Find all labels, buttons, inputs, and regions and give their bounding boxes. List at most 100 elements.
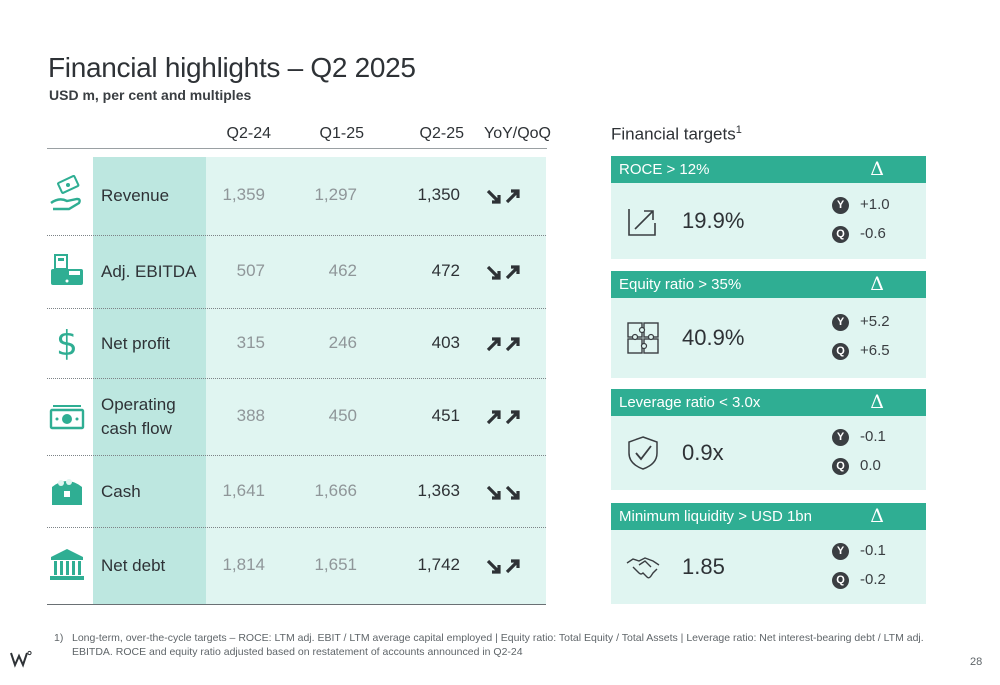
qoq-arrow-up-icon: [505, 189, 520, 204]
trend-arrows: [484, 334, 534, 354]
value-q2-24: 507: [236, 261, 265, 280]
delta-icon: Δ: [870, 391, 884, 413]
table-row: Revenue 1,359 1,297 1,350: [47, 157, 546, 235]
table-row: Cash 1,641 1,666 1,363: [47, 456, 546, 527]
value-q2-25: 472: [431, 261, 460, 280]
target-value: 0.9x: [682, 440, 724, 465]
qoq-change: -0.6: [860, 225, 886, 242]
target-header-label: ROCE > 12%: [619, 161, 710, 178]
treasure-chest-icon: [47, 471, 87, 511]
row-divider: [47, 455, 546, 456]
yoy-arrow-down-icon: [486, 265, 501, 280]
row-label: Revenue: [101, 186, 170, 205]
row-label: Net debt: [101, 556, 166, 575]
row-divider: [47, 308, 546, 309]
target-header-label: Leverage ratio < 3.0x: [619, 394, 761, 411]
qoq-badge: Q: [832, 226, 849, 243]
yoy-arrow-up-icon: [486, 410, 501, 425]
puzzle-icon: [625, 320, 661, 356]
value-q2-25: 403: [431, 332, 460, 352]
value-q1-25: 450: [328, 406, 357, 425]
table-bottom-line: [47, 604, 546, 605]
shield-check-icon: [625, 435, 661, 471]
value-q2-24: 1,814: [222, 555, 265, 574]
value-q2-25: 1,742: [417, 555, 460, 574]
value-q1-25: 246: [328, 332, 357, 352]
value-q2-25: 451: [431, 406, 460, 425]
bank-building-icon: [47, 545, 87, 585]
svg-text:$: $: [56, 324, 78, 363]
yoy-badge: Y: [832, 197, 849, 214]
target-value: 1.85: [682, 554, 725, 579]
target-body: 1.85 Y -0.1 Q -0.2: [611, 530, 926, 604]
qoq-arrow-up-icon: [505, 336, 520, 351]
yoy-arrow-down-icon: [486, 189, 501, 204]
col-header-q1-25: Q1-25: [319, 125, 364, 142]
qoq-change: +6.5: [860, 342, 890, 359]
target-header-label: Minimum liquidity > USD 1bn: [619, 508, 812, 525]
money-hand-icon: [47, 174, 87, 215]
target-header-label: Equity ratio > 35%: [619, 276, 742, 293]
value-q2-24: 315: [236, 332, 265, 352]
trend-arrows: [484, 186, 534, 206]
col-header-q2-25: Q2-25: [419, 125, 464, 142]
qoq-change: -0.2: [860, 571, 886, 588]
delta-icon: Δ: [870, 273, 884, 295]
financial-targets-title-text: Financial targets: [611, 124, 736, 144]
target-header: Equity ratio > 35% Δ: [611, 271, 926, 298]
yoy-arrow-down-icon: [486, 559, 501, 574]
qoq-arrow-up-icon: [505, 265, 520, 280]
row-label: Operating cash flow: [101, 395, 176, 438]
table-row: $ Net profit 315 246 403: [47, 309, 546, 378]
cash-register-icon: [47, 251, 87, 291]
footnote-marker: 1: [735, 124, 742, 136]
footnote-text: Long-term, over-the-cycle targets – ROCE…: [72, 632, 924, 658]
page-number: 28: [970, 656, 983, 668]
yoy-badge: Y: [832, 543, 849, 560]
value-q2-24: 1,359: [222, 185, 265, 204]
col-header-yoy-qoq: YoY/QoQ: [483, 125, 551, 142]
target-body: 19.9% Y +1.0 Q -0.6: [611, 183, 926, 259]
row-label: Cash: [101, 481, 141, 501]
delta-icon: Δ: [870, 158, 884, 180]
footnote-number: 1): [54, 632, 64, 644]
header-divider: [47, 148, 547, 149]
trend-arrows: [484, 556, 534, 576]
dollar-sign-icon: $: [47, 323, 87, 364]
delta-icon: Δ: [870, 505, 884, 527]
table-row: Operating cash flow 388 450 451: [47, 379, 546, 455]
growth-arrow-icon: [625, 203, 661, 239]
yoy-badge: Y: [832, 314, 849, 331]
value-q2-25: 1,350: [417, 185, 460, 204]
value-q1-25: 1,651: [314, 555, 357, 574]
table-row: Adj. EBITDA 507 462 472: [47, 236, 546, 308]
row-label: Adj. EBITDA: [101, 262, 197, 281]
company-logo-icon: [10, 650, 32, 668]
yoy-arrow-up-icon: [486, 336, 501, 351]
target-body: 40.9% Y +5.2 Q +6.5: [611, 298, 926, 378]
qoq-arrow-up-icon: [505, 559, 520, 574]
page-title: Financial highlights – Q2 2025: [48, 52, 416, 83]
qoq-arrow-down-icon: [505, 485, 520, 500]
trend-arrows: [484, 407, 534, 427]
yoy-arrow-down-icon: [486, 485, 501, 500]
target-value: 19.9%: [682, 208, 745, 233]
handshake-icon: [625, 549, 661, 585]
value-q1-25: 462: [328, 261, 357, 280]
value-q2-24: 388: [236, 406, 265, 425]
row-divider: [47, 527, 546, 528]
row-label: Net profit: [101, 333, 170, 353]
financial-targets-title: Financial targets1: [611, 124, 742, 145]
qoq-change: 0.0: [860, 457, 881, 474]
qoq-badge: Q: [832, 572, 849, 589]
table-row: Net debt 1,814 1,651 1,742: [47, 528, 546, 604]
qoq-badge: Q: [832, 458, 849, 475]
qoq-badge: Q: [832, 343, 849, 360]
target-header: ROCE > 12% Δ: [611, 156, 926, 183]
value-q2-24: 1,641: [222, 480, 265, 500]
trend-arrows: [484, 262, 534, 282]
target-header: Leverage ratio < 3.0x Δ: [611, 389, 926, 416]
value-q1-25: 1,297: [314, 185, 357, 204]
row-divider: [47, 378, 546, 379]
yoy-change: +5.2: [860, 313, 890, 330]
